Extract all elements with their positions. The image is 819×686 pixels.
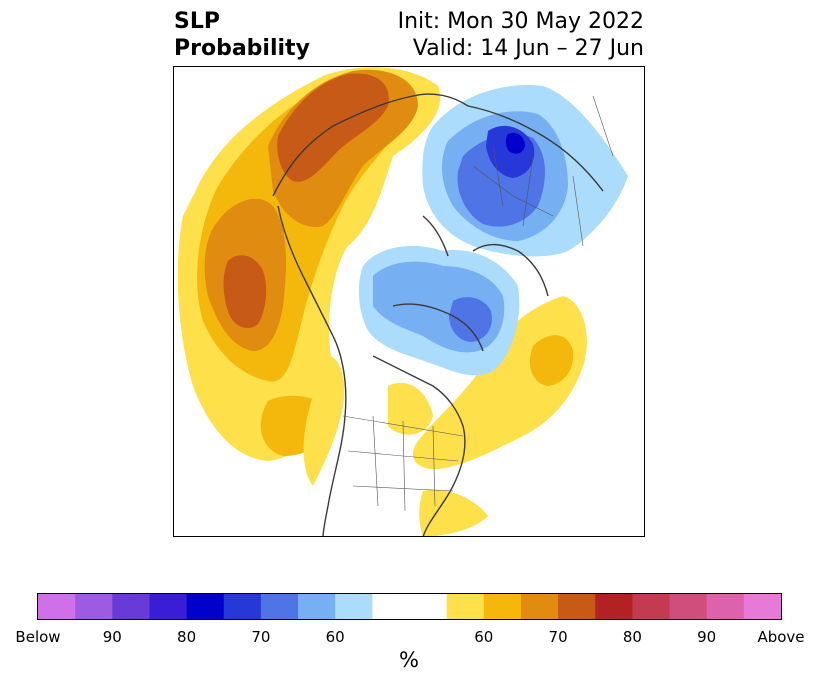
region-below-russia-core [505, 132, 525, 154]
colorbar-cell [38, 594, 76, 619]
colorbar-cell [558, 594, 596, 619]
colorbar-cell [669, 594, 708, 619]
probability-map [173, 66, 645, 537]
coastlines [272, 93, 604, 537]
colorbar-tick-label: 80 [622, 628, 642, 646]
colorbar-tick-label: 80 [177, 628, 197, 646]
title-product: Probability [174, 36, 310, 61]
colorbar-tick-label: Above [757, 628, 805, 646]
colorbar-tick-label: Below [15, 628, 61, 646]
colorbar-tick-label: 60 [474, 628, 494, 646]
colorbar-cell [335, 594, 373, 619]
region-above-siberia-dark [277, 73, 389, 182]
colorbar-cell [112, 594, 150, 619]
colorbar-cell [743, 594, 782, 619]
colorbar-cell [149, 594, 188, 619]
colorbar-cell [372, 594, 410, 619]
colorbar-cell [632, 594, 671, 619]
title-variable: SLP [174, 9, 220, 34]
colorbar-cell [706, 594, 745, 619]
political-borders [342, 95, 614, 512]
colorbar-tick-label: 90 [102, 628, 122, 646]
colorbar-cell [446, 594, 485, 619]
colorbar-cell [483, 594, 522, 619]
region-above-atlantic-gold [529, 335, 574, 386]
colorbar-cell [298, 594, 336, 619]
region-above-gulf [419, 489, 488, 537]
colorbar-cell [223, 594, 262, 619]
colorbar-cell [520, 594, 559, 619]
colorbar-cell [595, 594, 633, 619]
colorbar-cell [75, 594, 113, 619]
region-above-westcoast [303, 355, 345, 486]
colorbar-cell [186, 594, 225, 619]
valid-range: Valid: 14 Jun – 27 Jun [412, 36, 644, 61]
colorbar-cell [409, 594, 448, 619]
map-frame [173, 66, 645, 537]
colorbar-frame [37, 593, 782, 620]
chart-title-right: Init: Mon 30 May 2022 Valid: 14 Jun – 27… [398, 8, 644, 62]
colorbar-tick-label: 60 [325, 628, 345, 646]
colorbar-unit: % [399, 648, 419, 672]
region-below-arctic-dark [449, 297, 492, 342]
colorbar-tick-label: 90 [697, 628, 717, 646]
colorbar-tick-label: 70 [251, 628, 271, 646]
chart-title-left: SLP Probability [174, 8, 310, 62]
colorbar-tick-label: 70 [548, 628, 568, 646]
init-date: Init: Mon 30 May 2022 [397, 9, 644, 34]
colorbar-cell [260, 594, 299, 619]
region-above-hudson [388, 382, 433, 435]
colorbar [37, 593, 782, 620]
region-above-pacific-dark [223, 255, 267, 329]
